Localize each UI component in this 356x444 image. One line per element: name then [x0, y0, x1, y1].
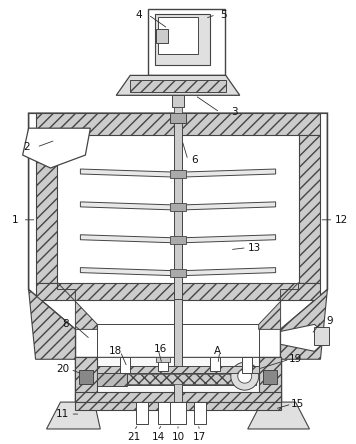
Bar	[148, 9, 225, 75]
Bar	[136, 402, 148, 424]
Bar	[263, 370, 277, 384]
Bar	[170, 170, 186, 178]
Bar	[299, 135, 320, 282]
Text: 13: 13	[248, 243, 261, 253]
Text: 20: 20	[56, 364, 69, 374]
Polygon shape	[80, 202, 172, 210]
Bar	[97, 357, 259, 392]
Polygon shape	[28, 289, 75, 359]
Polygon shape	[28, 113, 328, 359]
Polygon shape	[281, 289, 328, 359]
Bar	[75, 402, 281, 410]
Bar	[97, 366, 259, 373]
Bar	[259, 357, 281, 402]
Bar	[174, 300, 182, 402]
Bar	[120, 357, 130, 373]
Text: 19: 19	[289, 354, 302, 364]
Polygon shape	[80, 235, 172, 243]
Bar	[158, 16, 198, 55]
Bar	[314, 327, 329, 345]
Text: 21: 21	[127, 432, 141, 442]
Text: 11: 11	[56, 409, 69, 419]
Bar	[158, 402, 170, 424]
Bar	[155, 14, 210, 65]
Bar	[36, 282, 320, 301]
Text: 9: 9	[326, 317, 333, 326]
Bar	[242, 357, 252, 373]
Bar	[57, 135, 299, 282]
Text: 3: 3	[231, 107, 238, 117]
Circle shape	[231, 362, 259, 390]
Polygon shape	[23, 128, 90, 168]
Bar	[75, 392, 281, 402]
Text: 16: 16	[153, 344, 167, 354]
Bar	[170, 203, 186, 211]
Bar	[79, 370, 93, 384]
Bar	[97, 325, 259, 359]
Polygon shape	[47, 402, 100, 429]
Polygon shape	[80, 169, 172, 177]
Text: 17: 17	[193, 432, 206, 442]
Bar	[170, 269, 186, 277]
Polygon shape	[184, 202, 276, 210]
Bar	[156, 357, 170, 362]
Text: 12: 12	[335, 215, 348, 225]
Bar	[75, 357, 281, 402]
Polygon shape	[184, 169, 276, 177]
Bar	[100, 373, 256, 385]
Bar	[158, 357, 168, 371]
Bar	[174, 107, 182, 113]
Bar	[108, 374, 248, 384]
Polygon shape	[281, 325, 329, 351]
Text: 1: 1	[11, 215, 18, 225]
Bar	[156, 28, 168, 43]
Bar	[210, 357, 220, 371]
Text: 6: 6	[192, 155, 198, 165]
Polygon shape	[184, 268, 276, 276]
Text: 15: 15	[291, 399, 304, 409]
Bar	[36, 113, 320, 135]
Bar	[97, 368, 127, 386]
Polygon shape	[116, 75, 240, 95]
Bar	[75, 357, 97, 402]
Polygon shape	[184, 235, 276, 243]
Text: 14: 14	[151, 432, 165, 442]
Bar	[174, 113, 182, 362]
Text: 18: 18	[109, 346, 122, 356]
Polygon shape	[57, 282, 97, 329]
Bar	[130, 80, 226, 92]
Text: 5: 5	[220, 10, 227, 20]
Polygon shape	[259, 282, 299, 329]
Bar	[172, 95, 184, 107]
Bar	[194, 402, 206, 424]
Text: 2: 2	[23, 142, 30, 152]
Polygon shape	[80, 268, 172, 276]
Text: 8: 8	[62, 319, 69, 329]
Bar	[170, 113, 186, 123]
Text: 4: 4	[136, 10, 142, 20]
Bar	[170, 236, 186, 244]
Bar	[170, 402, 186, 424]
Circle shape	[238, 369, 252, 383]
Text: 10: 10	[172, 432, 184, 442]
Bar	[36, 135, 57, 282]
Polygon shape	[248, 402, 309, 429]
Text: A: A	[214, 346, 221, 356]
